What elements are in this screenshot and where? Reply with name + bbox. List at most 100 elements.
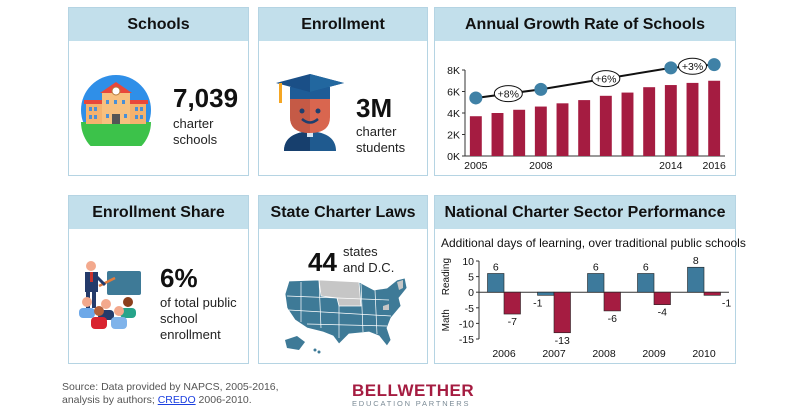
y-label-math: Math bbox=[441, 309, 452, 331]
math-value-label: -1 bbox=[722, 297, 731, 309]
y-label-reading: Reading bbox=[441, 258, 452, 295]
y-tick-label: 4K bbox=[447, 108, 460, 120]
growth-bar-2011 bbox=[599, 95, 612, 156]
y-tick-label: 8K bbox=[447, 65, 460, 77]
growth-bar-2009 bbox=[556, 103, 569, 156]
x-tick-label: 2007 bbox=[542, 348, 566, 360]
source-line2-end: 2006-2010. bbox=[195, 394, 252, 406]
y-tick-label: 5 bbox=[468, 272, 474, 284]
laws-count: 44 bbox=[308, 247, 337, 277]
share-caption-line3: enrollment bbox=[160, 327, 221, 342]
x-tick-label: 2008 bbox=[592, 348, 616, 360]
y-tick-label: -5 bbox=[465, 303, 474, 315]
share-card: Enrollment Share 6% of total public scho… bbox=[68, 195, 249, 364]
growth-bar-2006 bbox=[491, 113, 504, 156]
math-value-label: -6 bbox=[608, 313, 617, 325]
enrollment-card: Enrollment 3M charter students bbox=[258, 7, 428, 176]
growth-bar-2012 bbox=[621, 92, 634, 156]
growth-bar-2014 bbox=[664, 85, 677, 156]
performance-subtitle: Additional days of learning, over tradit… bbox=[441, 236, 746, 250]
source-note: Source: Data provided by NAPCS, 2005-201… bbox=[62, 381, 279, 407]
growth-annotation-label: +6% bbox=[595, 74, 616, 86]
growth-annotation-label: +3% bbox=[682, 61, 703, 73]
enrollment-caption-line2: students bbox=[356, 140, 406, 155]
math-bar-2007 bbox=[553, 291, 571, 334]
enrollment-caption-line1: charter bbox=[356, 124, 397, 139]
graduate-icon bbox=[276, 74, 344, 151]
y-tick-label: -15 bbox=[459, 334, 474, 346]
growth-bar-2005 bbox=[469, 116, 482, 156]
laws-caption: states and D.C. bbox=[343, 244, 394, 276]
reading-value-label: 8 bbox=[693, 255, 699, 267]
growth-bar-2013 bbox=[643, 87, 656, 156]
y-tick-label: 0K bbox=[447, 151, 460, 163]
growth-bar-2007 bbox=[513, 109, 526, 156]
share-caption: of total public school enrollment bbox=[160, 295, 237, 343]
y-tick-label: 0 bbox=[468, 287, 474, 299]
trend-point-2016 bbox=[707, 58, 721, 72]
y-tick-label: -10 bbox=[459, 318, 474, 330]
x-tick-label: 2010 bbox=[692, 348, 716, 360]
trend-point-2005 bbox=[469, 91, 483, 105]
math-value-label: -7 bbox=[508, 316, 517, 328]
growth-annotation-label: +8% bbox=[498, 89, 519, 101]
growth-bar-2016 bbox=[708, 80, 721, 156]
schools-card-title: Schools bbox=[69, 8, 248, 41]
growth-bar-2010 bbox=[578, 100, 591, 156]
laws-card: State Charter Laws 44 states and D.C. bbox=[258, 195, 428, 364]
share-caption-line2: school bbox=[160, 311, 198, 326]
schools-caption: charter schools bbox=[173, 116, 217, 148]
reading-value-label: 6 bbox=[493, 261, 499, 273]
trend-point-2008 bbox=[534, 82, 548, 96]
math-value-label: -4 bbox=[658, 307, 667, 319]
x-tick-label: 2009 bbox=[642, 348, 666, 360]
math-bar-2009 bbox=[653, 291, 671, 305]
growth-chart: 0K 2K 4K 6K 8K 2005 2008 2014 2016 +8% +6% +3% bbox=[447, 57, 726, 172]
reading-bar-2007 bbox=[537, 291, 555, 296]
teacher-classroom-icon bbox=[79, 261, 141, 329]
enrollment-caption: charter students bbox=[356, 124, 405, 156]
performance-card: National Charter Sector Performance Addi… bbox=[434, 195, 746, 364]
share-card-title: Enrollment Share bbox=[69, 196, 248, 229]
us-map-icon bbox=[284, 277, 408, 354]
logo-sub-text: EDUCATION PARTNERS bbox=[352, 399, 471, 408]
x-tick-label: 2016 bbox=[702, 160, 726, 172]
schools-card: Schools 7,039 charter schools bbox=[68, 7, 249, 176]
y-tick-label: 10 bbox=[462, 256, 474, 268]
credo-link[interactable]: CREDO bbox=[157, 394, 196, 406]
enrollment-card-title: Enrollment bbox=[259, 8, 427, 41]
math-bar-2006 bbox=[503, 291, 521, 315]
math-bar-2008 bbox=[603, 291, 621, 312]
source-line2: analysis by authors; CREDO 2006-2010. bbox=[62, 394, 279, 407]
share-value: 6% bbox=[160, 263, 198, 293]
reading-bar-2009 bbox=[637, 273, 655, 293]
schools-count: 7,039 bbox=[173, 83, 239, 113]
x-tick-label: 2005 bbox=[464, 160, 488, 172]
x-tick-label: 2006 bbox=[492, 348, 516, 360]
schools-caption-line2: schools bbox=[173, 132, 218, 147]
math-value-label: -13 bbox=[555, 335, 570, 347]
reading-value-label: 6 bbox=[643, 261, 649, 273]
school-building-icon bbox=[81, 75, 151, 146]
x-tick-label: 2008 bbox=[529, 160, 553, 172]
enrollment-count: 3M bbox=[356, 93, 393, 123]
growth-annotation-bubble bbox=[493, 85, 523, 103]
share-caption-line1: of total public bbox=[160, 295, 237, 310]
schools-caption-line1: charter bbox=[173, 116, 214, 131]
laws-caption-line1: states bbox=[343, 244, 378, 259]
reading-bar-2010 bbox=[687, 266, 705, 293]
y-tick-label: 2K bbox=[447, 130, 460, 142]
trend-point-2014 bbox=[664, 61, 678, 75]
growth-card-title: Annual Growth Rate of Schools bbox=[435, 8, 735, 41]
reading-bar-2008 bbox=[587, 273, 605, 293]
laws-card-title: State Charter Laws bbox=[259, 196, 427, 229]
growth-card: Annual Growth Rate of Schools 0K 2K 4K 6K 8K… bbox=[434, 7, 736, 176]
reading-bar-2006 bbox=[487, 273, 505, 293]
source-line1: Source: Data provided by NAPCS, 2005-201… bbox=[62, 381, 279, 393]
y-tick-label: 6K bbox=[447, 87, 460, 99]
x-tick-label: 2014 bbox=[659, 160, 683, 172]
laws-caption-line2: and D.C. bbox=[343, 260, 395, 275]
reading-value-label: 6 bbox=[593, 261, 599, 273]
growth-annotation-bubble bbox=[591, 70, 621, 88]
performance-card-title: National Charter Sector Performance bbox=[435, 196, 735, 229]
